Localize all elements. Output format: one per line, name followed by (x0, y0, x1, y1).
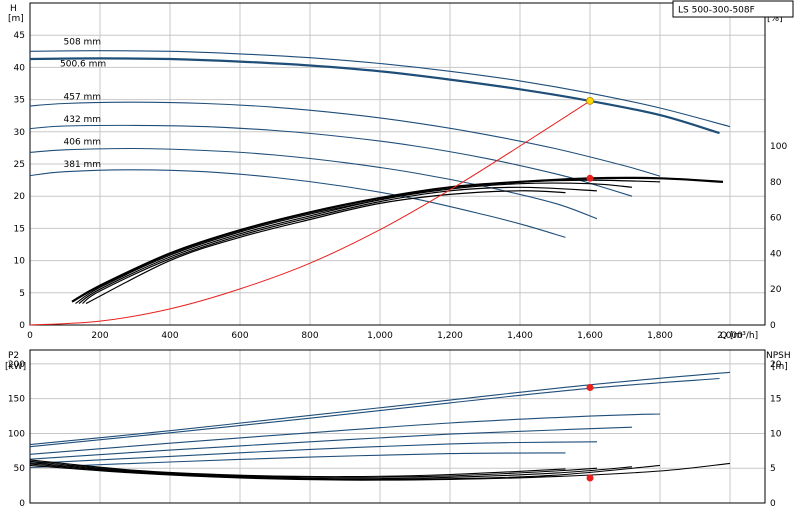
npsh-curve (29, 462, 633, 480)
npsh-curve (29, 459, 566, 478)
grid-layer (29, 2, 766, 504)
x-tick-label: 800 (301, 331, 318, 341)
p2-tick-label: 150 (8, 395, 25, 405)
npsh-tick-label: 20 (770, 360, 782, 370)
efficiency-point-marker (586, 174, 594, 182)
npsh-tick-label: 10 (770, 429, 782, 439)
p2-tick-label: 200 (8, 360, 25, 370)
power-point-marker (586, 384, 594, 392)
head-curve-label: 508 mm (64, 38, 102, 48)
plot-frame-head (29, 2, 766, 326)
y2-tick-label: 0 (770, 321, 776, 331)
p2-tick-label: 100 (8, 429, 25, 439)
y2-tick-label: 100 (770, 142, 787, 152)
y-tick-label: 5 (19, 289, 25, 299)
y2-tick-label: 20 (770, 285, 782, 295)
y2-tick-label: 60 (770, 214, 782, 224)
npsh-curve (29, 460, 598, 478)
power-curve (29, 441, 598, 464)
y-tick-label: 40 (14, 63, 26, 73)
y-tick-label: 35 (14, 96, 25, 106)
points-layer (586, 96, 594, 482)
y-tick-label: 25 (14, 160, 25, 170)
power-curve (29, 377, 720, 448)
p2-tick-label: 0 (19, 499, 25, 509)
x-tick-label: 1,200 (437, 331, 463, 341)
system-curve (29, 100, 591, 326)
npsh-tick-label: 0 (770, 499, 776, 509)
y2-axis-unit: [%] (767, 14, 783, 24)
head-curve (29, 169, 566, 238)
duty-point-marker (586, 96, 594, 105)
npsh-axis-label: NPSH (766, 351, 791, 361)
x-tick-label: 1,000 (367, 331, 393, 341)
head-curve (29, 147, 598, 220)
y2-tick-label: 80 (770, 178, 782, 188)
text-layer: 0 200 400 600 800 1,000 1,200 1,400 1,600 1,800 2,… (5, 4, 791, 509)
y-tick-label: 20 (14, 192, 26, 202)
npsh-axis-unit: [m] (772, 362, 788, 372)
p2-tick-label: 50 (14, 464, 26, 474)
plot-frame-power (29, 349, 766, 504)
head-curve-label: 500.6 mm (60, 60, 106, 70)
x-tick-label: 200 (91, 331, 108, 341)
y-tick-label: 10 (14, 257, 26, 267)
efficiency-curve (82, 186, 598, 304)
x-tick-label: 2,000 (717, 331, 743, 341)
power-curve (29, 413, 661, 455)
head-curve (29, 50, 731, 128)
efficiency-curve (75, 179, 661, 305)
y-axis-label: H (10, 4, 17, 14)
y-axis-unit: [m] (8, 14, 24, 24)
npsh-tick-label: 15 (770, 395, 781, 405)
power-curve (29, 426, 633, 460)
y-tick-label: 30 (14, 128, 26, 138)
y-tick-label: 0 (19, 321, 25, 331)
p2-axis-unit: [kW] (5, 362, 26, 372)
head-curve-label: 406 mm (64, 137, 102, 147)
npsh-curve (29, 462, 731, 481)
x-tick-label: 1,800 (647, 331, 673, 341)
p2-axis-label: P2 (8, 351, 19, 361)
npsh-point-marker (586, 474, 594, 482)
x-axis-label: Q [m³/h] (720, 331, 758, 341)
power-curve (29, 371, 731, 446)
y-tick-label: 45 (14, 31, 25, 41)
y-tick-label: 15 (14, 224, 25, 234)
efficiency-curve (71, 176, 724, 303)
pump-title: LS 500-300-508F (678, 6, 755, 16)
pump-title-box: LS 500-300-508F (672, 0, 794, 18)
efficiency-curve (85, 190, 566, 305)
head-curve-label: 381 mm (64, 160, 102, 170)
npsh-curve (29, 463, 661, 481)
x-tick-label: 400 (161, 331, 178, 341)
x-tick-label: 0 (27, 331, 33, 341)
efficiency-curve (78, 182, 633, 304)
head-curve (29, 124, 633, 197)
power-curve (29, 452, 566, 469)
x-tick-label: 1,400 (507, 331, 533, 341)
head-curve-label: 432 mm (64, 115, 102, 125)
head-curve (29, 101, 661, 177)
head-curve (29, 57, 720, 135)
npsh-tick-label: 5 (770, 464, 776, 474)
x-tick-label: 600 (231, 331, 248, 341)
y2-tick-label: 40 (770, 249, 782, 259)
x-tick-label: 1,600 (577, 331, 603, 341)
curves-layer (29, 50, 731, 481)
head-curve-label: 457 mm (64, 92, 102, 102)
